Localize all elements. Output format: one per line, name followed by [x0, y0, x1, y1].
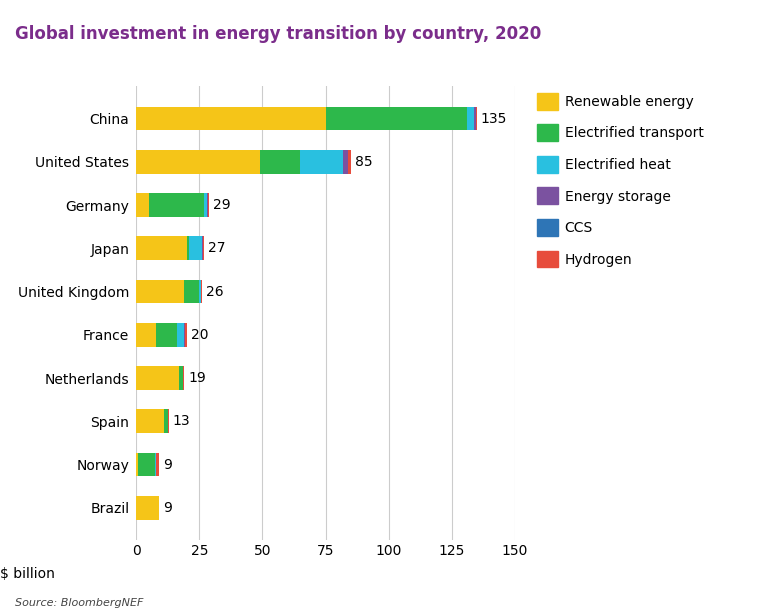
Bar [207, 193, 208, 217]
Text: 29: 29 [213, 198, 231, 212]
Bar [326, 107, 467, 130]
Text: 27: 27 [208, 241, 226, 255]
Text: 20: 20 [191, 328, 208, 342]
Bar [157, 453, 159, 476]
Bar [176, 323, 184, 347]
Bar [136, 279, 184, 303]
Text: Source: BloombergNEF: Source: BloombergNEF [15, 598, 144, 608]
Bar [199, 279, 201, 303]
Bar [138, 453, 155, 476]
Bar [157, 323, 176, 347]
Bar [149, 193, 204, 217]
Bar [136, 496, 159, 519]
Bar [189, 236, 202, 260]
Bar [136, 236, 187, 260]
Bar [475, 107, 477, 130]
Bar [184, 279, 199, 303]
Bar [204, 193, 207, 217]
Bar [201, 279, 202, 303]
Bar [179, 366, 183, 390]
Bar [164, 410, 168, 433]
Text: $ billion: $ billion [0, 567, 55, 581]
Bar [301, 150, 343, 174]
Bar [208, 193, 210, 217]
Bar [203, 236, 204, 260]
Bar [467, 107, 475, 130]
Bar [136, 150, 260, 174]
Text: 135: 135 [481, 112, 507, 125]
Text: 9: 9 [163, 457, 172, 472]
Bar [136, 453, 138, 476]
Text: 9: 9 [163, 501, 172, 515]
Bar [168, 410, 169, 433]
Bar [136, 410, 164, 433]
Bar [202, 236, 203, 260]
Bar [183, 366, 184, 390]
Bar [185, 323, 187, 347]
Text: Global investment in energy transition by country, 2020: Global investment in energy transition b… [15, 25, 541, 42]
Bar [348, 150, 350, 174]
Bar [155, 453, 157, 476]
Text: 26: 26 [206, 284, 223, 298]
Legend: Renewable energy, Electrified transport, Electrified heat, Energy storage, CCS, : Renewable energy, Electrified transport,… [537, 93, 703, 268]
Bar [184, 323, 185, 347]
Text: 13: 13 [173, 414, 191, 429]
Bar [343, 150, 348, 174]
Bar [187, 236, 189, 260]
Text: 19: 19 [188, 371, 206, 385]
Bar [136, 323, 157, 347]
Bar [136, 107, 326, 130]
Text: 85: 85 [354, 155, 372, 169]
Bar [260, 150, 301, 174]
Bar [136, 193, 149, 217]
Bar [136, 366, 179, 390]
